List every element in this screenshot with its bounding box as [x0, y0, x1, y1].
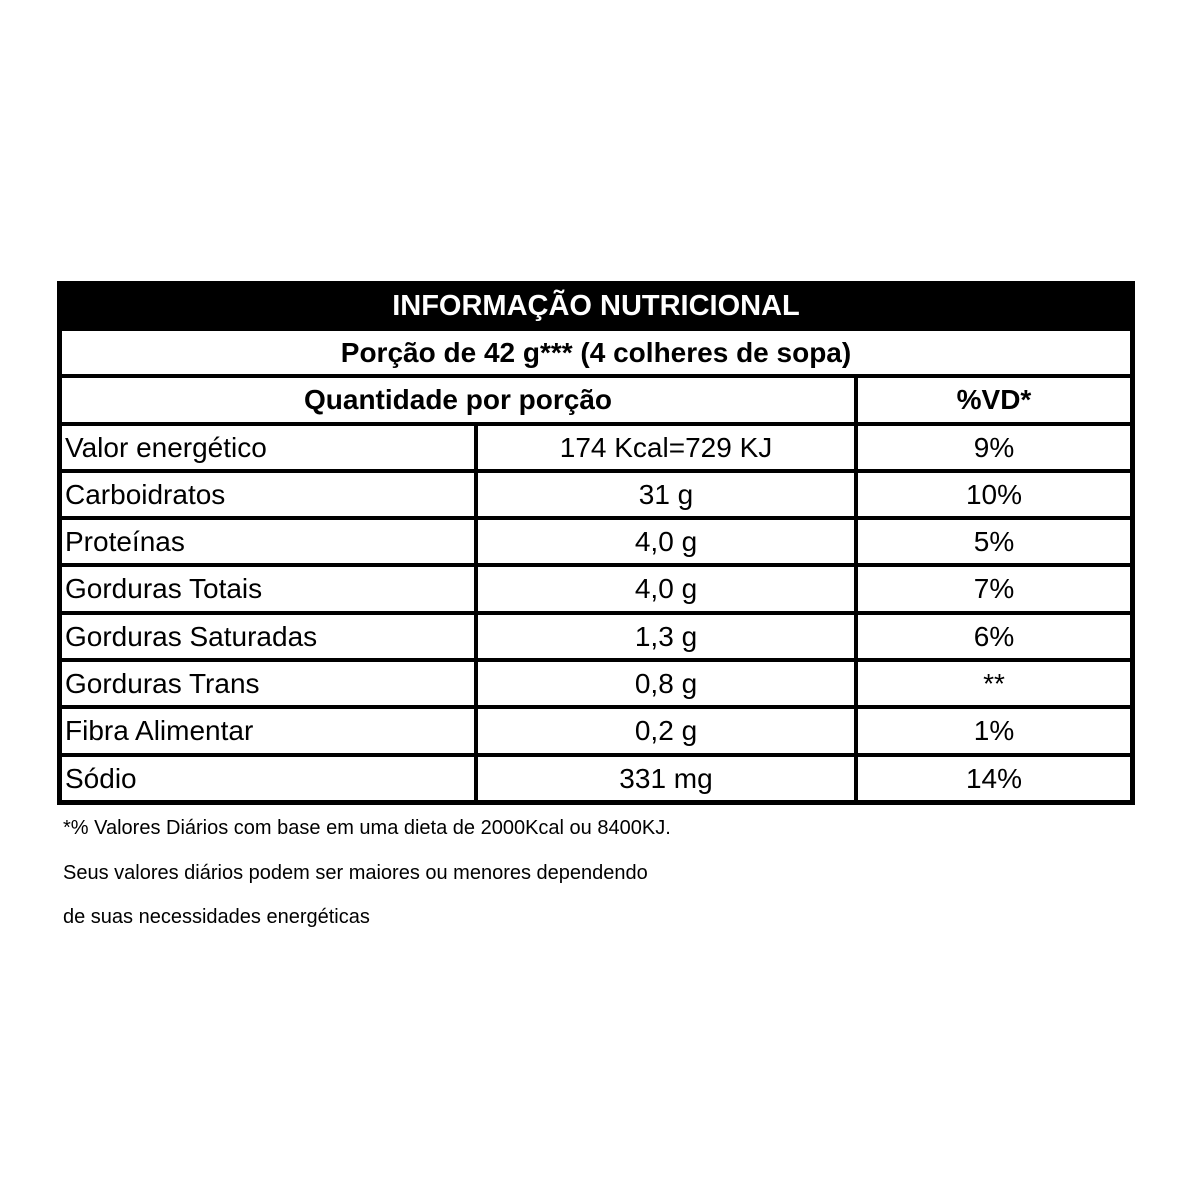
nutrient-amount: 4,0 g — [478, 520, 854, 564]
nutrient-amount: 31 g — [478, 472, 854, 517]
nutrition-table: INFORMAÇÃO NUTRICIONAL Porção de 42 g***… — [57, 281, 1135, 805]
nutrient-dv: 7% — [858, 567, 1130, 611]
nutrient-amount: 174 Kcal=729 KJ — [478, 425, 854, 469]
quantity-header: Quantidade por porção — [62, 378, 854, 422]
footnote-2: Seus valores diários podem ser maiores o… — [63, 862, 648, 884]
footnote-3: de suas necessidades energéticas — [63, 906, 370, 928]
nutrient-amount: 0,8 g — [478, 662, 854, 706]
nutrient-name: Gorduras Totais — [62, 567, 474, 611]
nutrient-dv: 5% — [858, 520, 1130, 564]
nutrient-name: Carboidratos — [62, 472, 474, 517]
nutrient-amount: 4,0 g — [478, 567, 854, 611]
portion-row: Porção de 42 g*** (4 colheres de sopa) — [62, 331, 1130, 375]
nutrient-name: Valor energético — [62, 425, 474, 469]
nutrient-name: Fibra Alimentar — [62, 709, 474, 753]
nutrient-dv: 1% — [858, 709, 1130, 753]
nutrient-dv: 9% — [858, 425, 1130, 469]
nutrient-dv: 6% — [858, 614, 1130, 659]
nutrient-name: Gorduras Trans — [62, 662, 474, 706]
nutrient-amount: 331 mg — [478, 756, 854, 800]
table-title: INFORMAÇÃO NUTRICIONAL — [392, 290, 800, 322]
table-grid: Porção de 42 g*** (4 colheres de sopa) Q… — [62, 331, 1130, 800]
dv-header: %VD* — [858, 378, 1130, 422]
nutrient-dv: 10% — [858, 472, 1130, 517]
footnote-1: *% Valores Diários com base em uma dieta… — [63, 817, 671, 839]
nutrient-amount: 0,2 g — [478, 709, 854, 753]
nutrient-dv: 14% — [858, 756, 1130, 800]
nutrient-amount: 1,3 g — [478, 614, 854, 659]
nutrient-name: Sódio — [62, 756, 474, 800]
nutrient-name: Gorduras Saturadas — [62, 614, 474, 659]
nutrient-name: Proteínas — [62, 520, 474, 564]
nutrient-dv: ** — [858, 662, 1130, 706]
